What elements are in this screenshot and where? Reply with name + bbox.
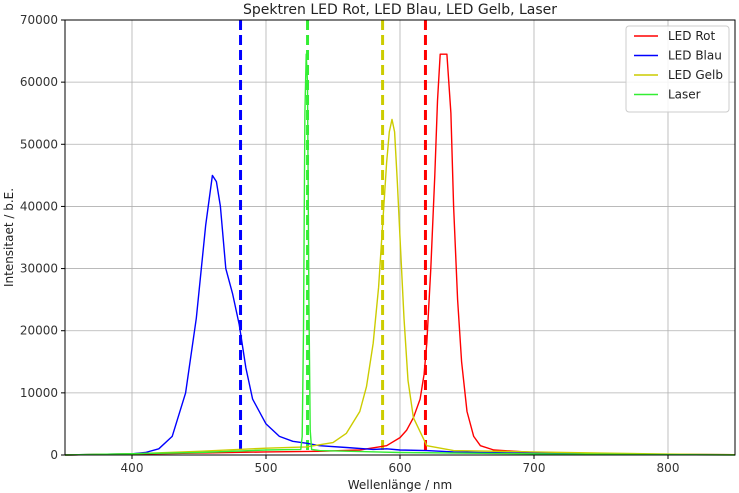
x-tick-label: 500 [255,461,278,475]
y-tick-label: 0 [50,448,58,462]
x-tick-label: 700 [523,461,546,475]
y-tick-label: 50000 [20,137,58,151]
axis-ticks: 400 500 600 700 800 0 10000 20000 30000 40000 5000… [20,13,680,475]
y-tick-label: 30000 [20,262,58,276]
x-tick-label: 600 [389,461,412,475]
series-line-led-rot [64,53,736,456]
y-tick-label: 10000 [20,386,58,400]
x-tick-label: 400 [121,461,144,475]
x-tick-label: 800 [657,461,680,475]
series-lines [64,53,736,456]
legend: LED Rot LED Blau LED Gelb Laser [625,25,730,113]
series-line-led-blau [64,174,736,456]
legend-label: LED Gelb [668,68,723,82]
series-line-laser [64,53,736,456]
y-tick-label: 40000 [20,199,58,213]
reference-lines [239,20,427,455]
chart-title: Spektren LED Rot, LED Blau, LED Gelb, La… [243,2,557,18]
series-line-led-gelb [64,118,736,456]
legend-box [625,25,730,113]
y-tick-label: 60000 [20,75,58,89]
legend-label: LED Blau [668,49,722,63]
x-axis-label: Wellenlänge / nm [348,478,452,492]
legend-label: LED Rot [668,29,715,43]
legend-label: Laser [668,88,701,102]
y-tick-label: 20000 [20,324,58,338]
y-tick-label: 70000 [20,13,58,27]
y-axis-label: Intensitaet / b.E. [2,188,16,287]
